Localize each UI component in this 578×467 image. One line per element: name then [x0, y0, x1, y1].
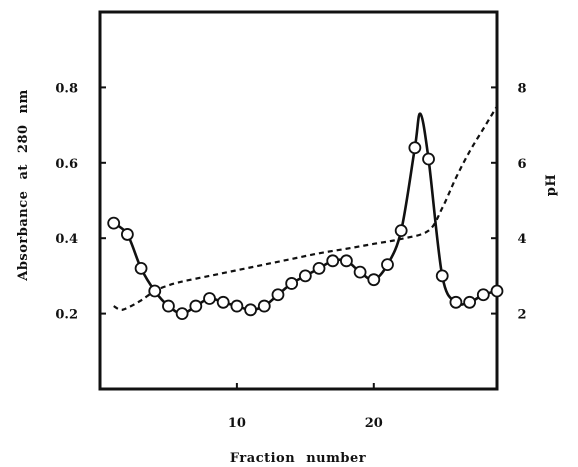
x-axis-title: Fraction number — [230, 451, 366, 466]
absorbance-point — [120, 228, 134, 241]
absorbance-point — [408, 141, 422, 155]
absorbance-point — [312, 261, 326, 275]
y-axis-right-title: pH — [544, 174, 559, 196]
absorbance-point — [148, 284, 162, 298]
tick-labels: 10 20 0.2 0.4 0.6 0.8 2 4 6 8 — [55, 81, 526, 431]
absorbance-point — [298, 269, 312, 283]
plot-frame — [98, 10, 499, 391]
absorbance-point — [490, 284, 504, 298]
y-left-tick-label: 0.6 — [55, 157, 78, 172]
y-left-tick-label: 0.8 — [55, 81, 78, 96]
absorbance-point — [134, 261, 148, 275]
absorbance-point — [107, 216, 121, 230]
y-right-tick-label: 6 — [517, 157, 526, 172]
absorbance-point — [463, 295, 477, 309]
tick-marks — [100, 86, 497, 389]
y-left-tick-label: 0.4 — [55, 232, 78, 247]
absorbance-point — [340, 254, 353, 268]
absorbance-point — [353, 265, 367, 279]
absorbance-point — [244, 303, 257, 317]
absorbance-point — [435, 269, 449, 283]
absorbance-point — [285, 277, 299, 290]
absorbance-point — [381, 258, 394, 271]
y-right-tick-label: 2 — [517, 308, 526, 323]
absorbance-point — [326, 254, 340, 268]
absorbance-points — [107, 141, 504, 321]
absorbance-point — [271, 288, 285, 302]
ph-series-line — [113, 105, 498, 312]
x-tick-label: 20 — [365, 416, 383, 431]
absorbance-point — [257, 299, 271, 313]
absorbance-point — [162, 299, 175, 313]
absorbance-point — [189, 299, 203, 313]
y-right-tick-label: 4 — [517, 232, 526, 247]
y-right-tick-label: 8 — [517, 81, 526, 96]
y-left-tick-label: 0.2 — [55, 308, 78, 323]
absorbance-point — [449, 295, 463, 309]
absorbance-point — [230, 299, 244, 313]
absorbance-point — [422, 152, 435, 166]
y-axis-left-title: Absorbance at 280 nm — [16, 89, 31, 282]
absorbance-point — [175, 307, 189, 321]
absorbance-point — [394, 224, 408, 238]
absorbance-point — [367, 273, 381, 287]
absorbance-point — [203, 292, 216, 305]
x-tick-label: 10 — [228, 416, 246, 431]
absorbance-point — [216, 295, 230, 309]
absorbance-point — [476, 288, 490, 302]
